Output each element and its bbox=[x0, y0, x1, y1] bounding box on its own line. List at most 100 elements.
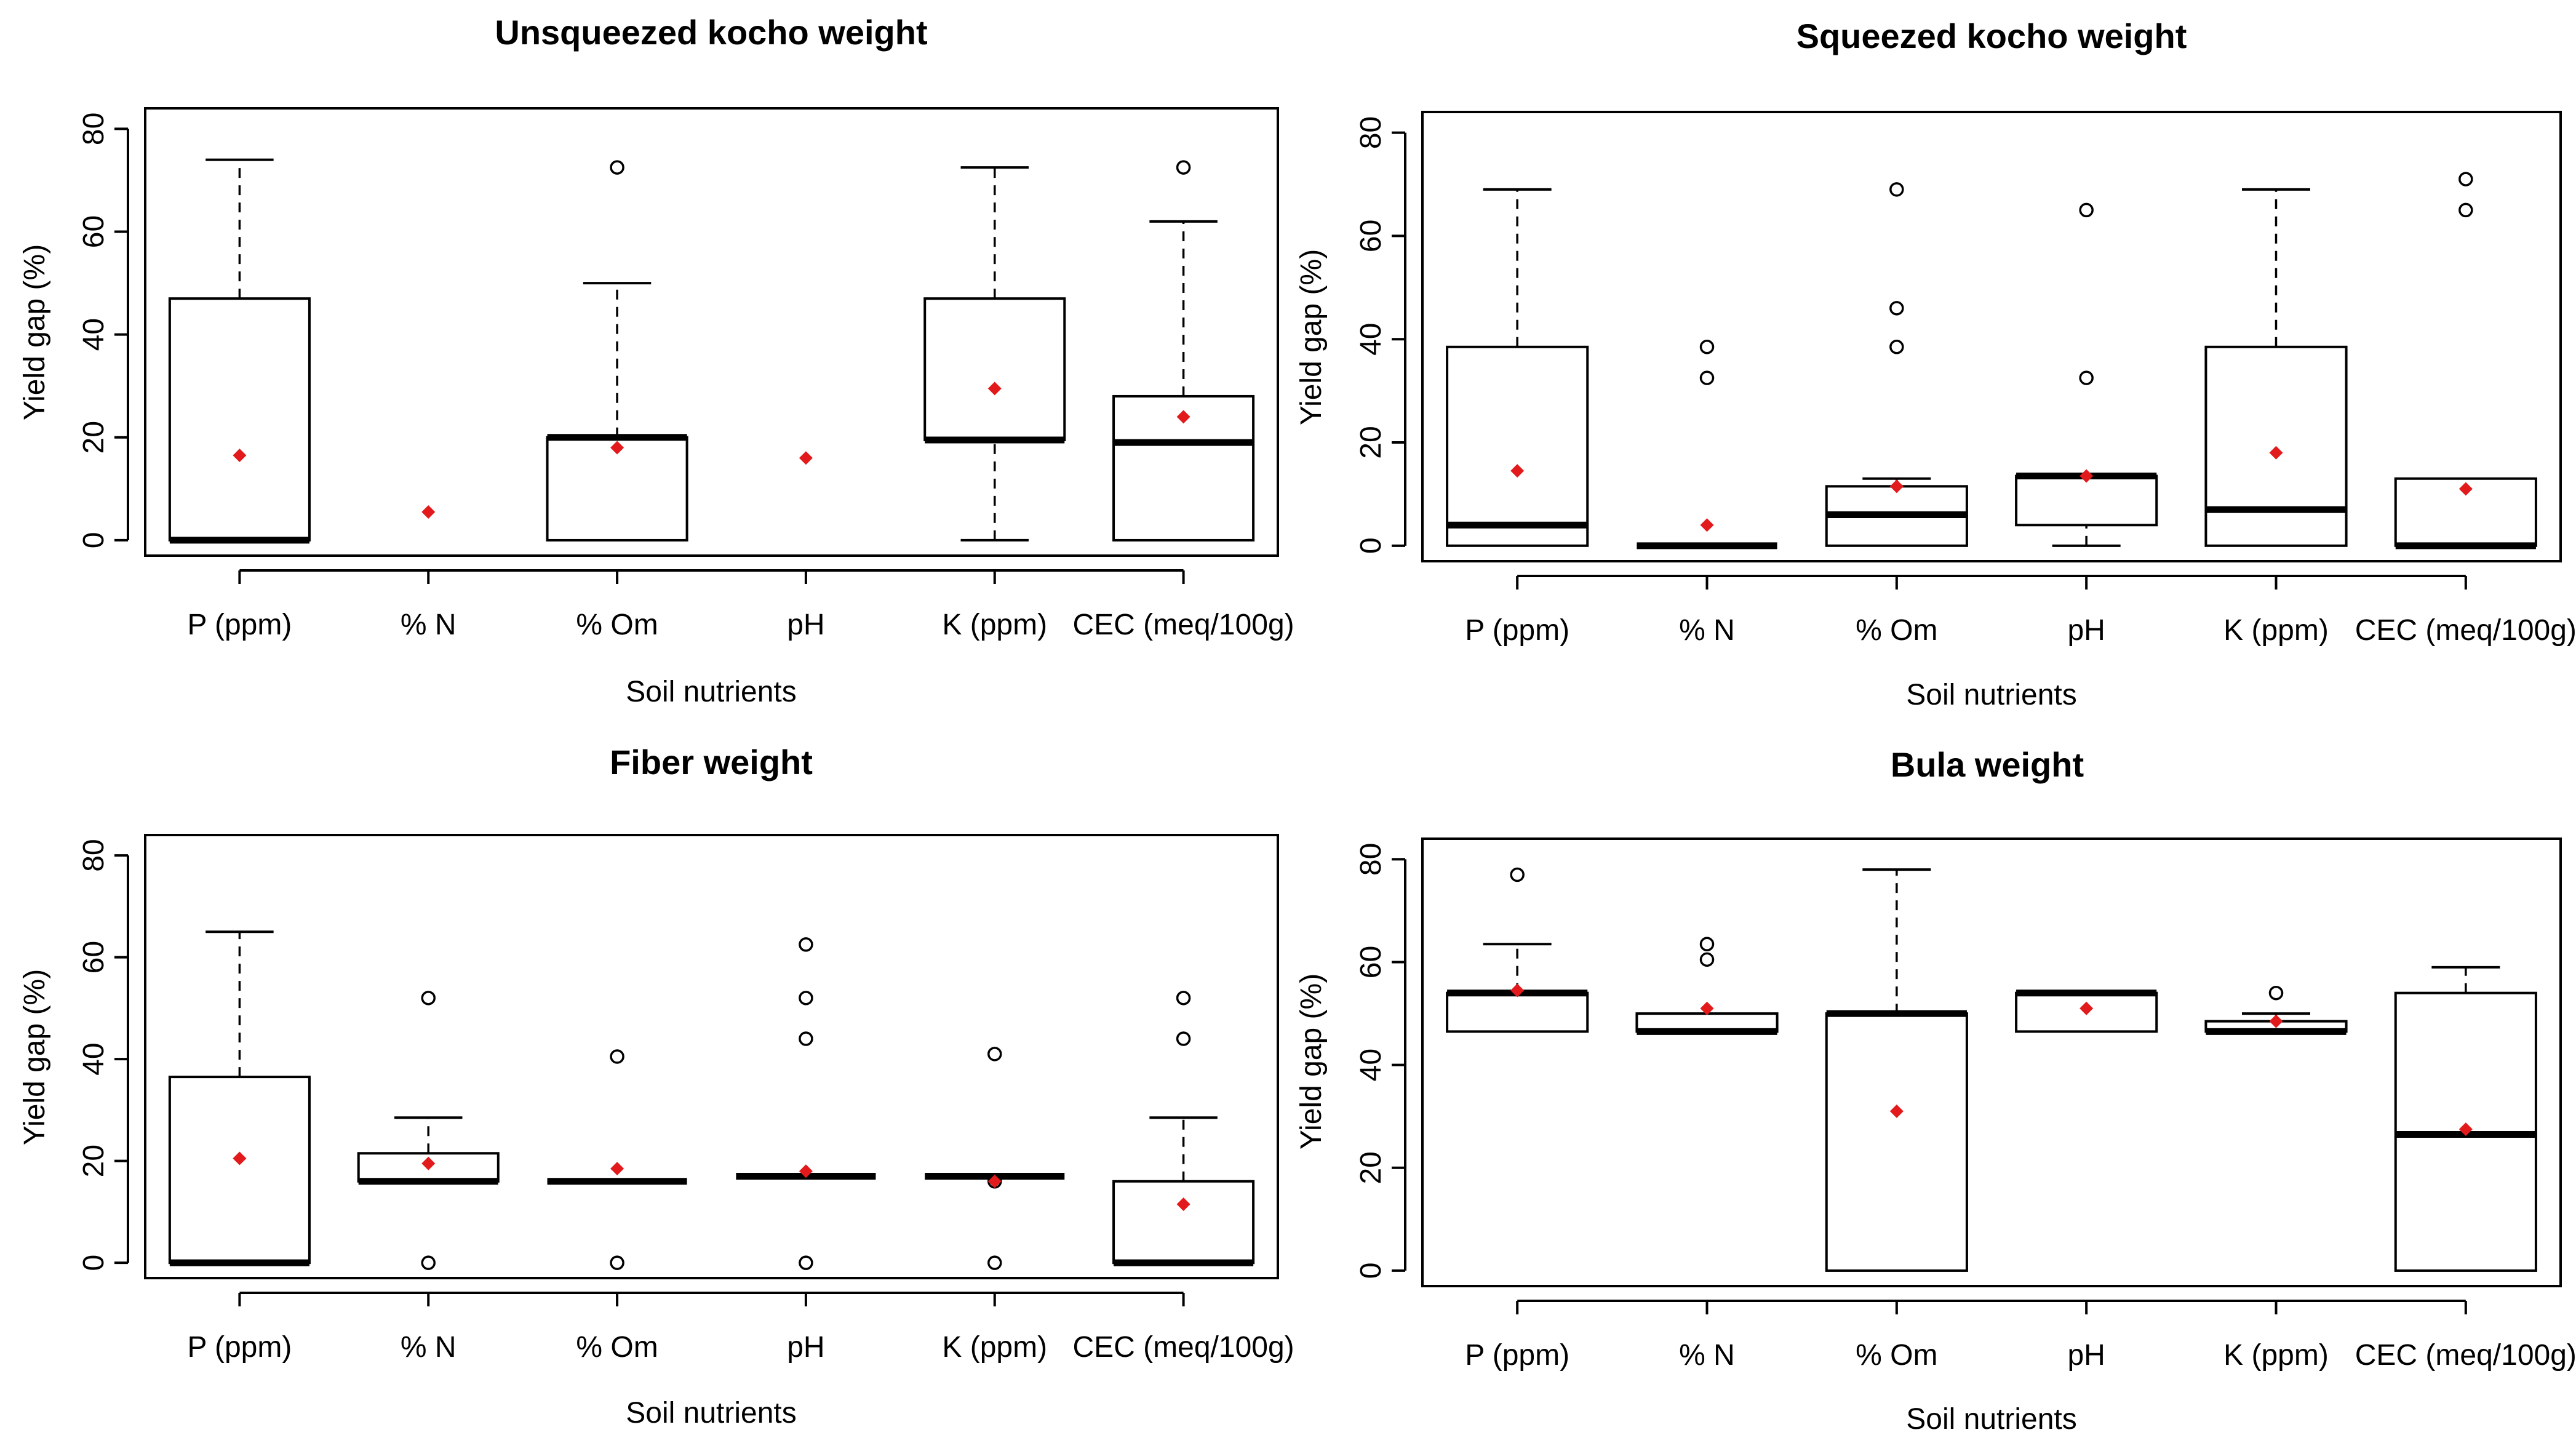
iqr-box bbox=[923, 297, 1066, 441]
mean-marker bbox=[799, 1164, 813, 1178]
y-tick-label: 40 bbox=[78, 318, 110, 351]
iqr-box bbox=[168, 297, 311, 542]
outlier-point bbox=[1176, 160, 1191, 175]
y-axis-label: Yield gap (%) bbox=[18, 969, 51, 1145]
x-tick-label: K (ppm) bbox=[2223, 1339, 2329, 1372]
outlier-point bbox=[1176, 1031, 1191, 1046]
y-tick-label: 40 bbox=[1355, 1049, 1387, 1081]
panel-title: Fiber weight bbox=[610, 743, 813, 781]
outlier-point bbox=[987, 1047, 1002, 1061]
x-tick-label: pH bbox=[2067, 614, 2105, 647]
panel-title: Unsqueezed kocho weight bbox=[495, 13, 927, 52]
x-axis-label: Soil nutrients bbox=[626, 676, 796, 708]
outlier-point bbox=[2079, 202, 2094, 218]
panel-title: Squeezed kocho weight bbox=[1796, 17, 2187, 55]
outlier-point bbox=[987, 1255, 1002, 1270]
y-tick-label: 80 bbox=[78, 839, 110, 871]
mean-marker bbox=[1700, 1001, 1714, 1015]
y-tick-label: 80 bbox=[1355, 843, 1387, 876]
mean-marker bbox=[2458, 1122, 2473, 1137]
panel-unsqueezed-kocho: Unsqueezed kocho weight Soil nutrients Y… bbox=[18, 13, 1294, 708]
x-axis-label: Soil nutrients bbox=[1906, 1403, 2076, 1436]
outlier-point bbox=[2268, 985, 2284, 1001]
y-axis-label: Yield gap (%) bbox=[18, 244, 51, 420]
x-tick-label: K (ppm) bbox=[942, 1331, 1047, 1364]
panel-title: Bula weight bbox=[1891, 745, 2084, 784]
y-tick-label: 20 bbox=[1355, 1151, 1387, 1184]
mean-marker bbox=[1700, 518, 1714, 532]
y-tick-label: 20 bbox=[78, 1145, 110, 1177]
y-tick-label: 60 bbox=[78, 941, 110, 973]
y-tick-label: 60 bbox=[1355, 220, 1387, 252]
panel-fiber: Fiber weight Soil nutrients Yield gap (%… bbox=[18, 743, 1294, 1429]
x-tick-label: % Om bbox=[1856, 1339, 1937, 1372]
outlier-point bbox=[2458, 172, 2473, 186]
mean-marker bbox=[610, 1162, 624, 1176]
mean-marker bbox=[421, 1156, 436, 1170]
y-tick-label: 0 bbox=[1355, 1263, 1387, 1279]
plot-frame bbox=[1421, 837, 2562, 1287]
y-tick-label: 0 bbox=[1355, 537, 1387, 554]
y-tick-label: 0 bbox=[78, 1255, 110, 1271]
y-tick-label: 20 bbox=[78, 421, 110, 454]
x-tick-label: P (ppm) bbox=[1465, 614, 1569, 647]
outlier-point bbox=[1699, 952, 1715, 967]
iqr-box bbox=[1825, 1012, 1968, 1272]
iqr-box bbox=[1112, 1180, 1255, 1265]
y-tick-label: 60 bbox=[78, 215, 110, 248]
x-tick-label: pH bbox=[2067, 1339, 2105, 1372]
x-tick-label: CEC (meq/100g) bbox=[1073, 609, 1294, 641]
outlier-point bbox=[1699, 370, 1715, 385]
mean-marker bbox=[2269, 446, 2283, 460]
y-tick-label: 40 bbox=[78, 1042, 110, 1075]
mean-marker bbox=[1889, 1104, 1904, 1118]
x-tick-label: % N bbox=[1679, 614, 1735, 647]
outlier-point bbox=[2458, 202, 2473, 218]
y-tick-label: 0 bbox=[78, 532, 110, 549]
plot-frame bbox=[1421, 111, 2562, 562]
outlier-point bbox=[610, 1255, 624, 1270]
mean-marker bbox=[987, 382, 1002, 396]
outlier-point bbox=[799, 1255, 813, 1270]
x-tick-label: % Om bbox=[576, 1331, 658, 1364]
y-axis-label: Yield gap (%) bbox=[1295, 249, 1328, 425]
y-axis-label: Yield gap (%) bbox=[1295, 973, 1328, 1149]
outlier-point bbox=[610, 1049, 624, 1064]
x-tick-label: % N bbox=[1679, 1339, 1735, 1372]
mean-marker bbox=[1510, 983, 1525, 997]
mean-marker bbox=[2269, 1014, 2283, 1028]
outlier-point bbox=[1176, 991, 1191, 1005]
mean-marker bbox=[2080, 469, 2094, 483]
outlier-point bbox=[421, 1255, 436, 1270]
y-tick-label: 80 bbox=[1355, 116, 1387, 149]
plot-frame bbox=[144, 834, 1279, 1279]
outlier-point bbox=[1699, 937, 1715, 952]
mean-marker bbox=[610, 441, 624, 455]
x-axis-label: Soil nutrients bbox=[626, 1397, 796, 1429]
outlier-point bbox=[1510, 867, 1525, 882]
outlier-point bbox=[2079, 370, 2094, 385]
outlier-point bbox=[799, 1031, 813, 1046]
x-tick-label: K (ppm) bbox=[942, 609, 1047, 641]
y-tick-label: 40 bbox=[1355, 323, 1387, 356]
y-tick-label: 60 bbox=[1355, 946, 1387, 978]
outlier-point bbox=[1889, 340, 1904, 354]
outlier-point bbox=[421, 991, 436, 1005]
mean-marker bbox=[987, 1174, 1002, 1188]
outlier-point bbox=[799, 991, 813, 1005]
x-tick-label: CEC (meq/100g) bbox=[2355, 1339, 2576, 1372]
x-tick-label: % Om bbox=[576, 609, 658, 641]
x-tick-label: P (ppm) bbox=[1465, 1339, 1569, 1372]
x-tick-label: % Om bbox=[1856, 614, 1937, 647]
x-tick-label: P (ppm) bbox=[188, 609, 292, 641]
mean-marker bbox=[2080, 1001, 2094, 1015]
x-tick-label: % N bbox=[401, 609, 457, 641]
mean-marker bbox=[1889, 479, 1904, 494]
x-axis-label: Soil nutrients bbox=[1906, 679, 2076, 711]
outlier-point bbox=[1889, 182, 1904, 197]
plot-frame bbox=[144, 107, 1279, 557]
iqr-box bbox=[1446, 345, 1589, 547]
outlier-point bbox=[610, 160, 624, 175]
mean-marker bbox=[1176, 1197, 1190, 1211]
